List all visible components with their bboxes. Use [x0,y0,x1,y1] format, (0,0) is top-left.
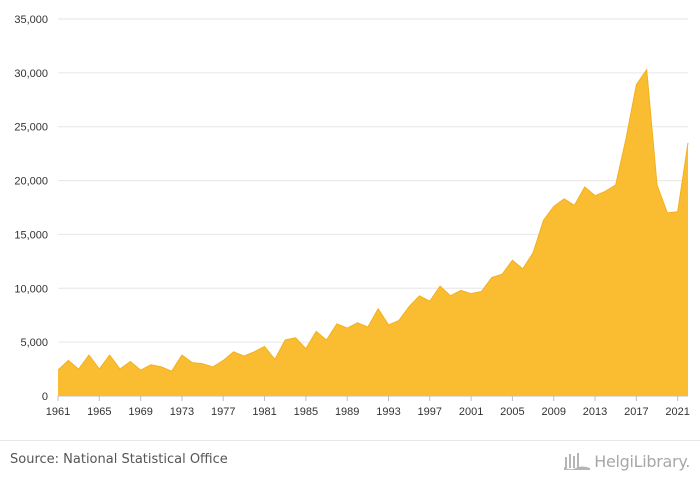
y-axis: 0 5,000 10,000 15,000 20,000 25,000 30,000 35,0… [14,14,48,403]
x-tick-label: 1997 [418,406,442,418]
x-tick-label: 1989 [335,406,359,418]
x-axis: 1961 1965 1969 1973 1977 1981 1985 1989 1993 1997… [46,395,690,418]
y-tick-label: 5,000 [20,337,48,349]
plot-area [57,68,689,396]
x-tick-label: 1985 [294,406,318,418]
y-tick-label: 15,000 [14,229,48,241]
source-text: Source: National Statistical Office [10,452,228,467]
y-tick-label: 10,000 [14,283,48,295]
x-tick-label: 1973 [170,406,194,418]
chart-footer: Source: National Statistical Office Helg… [0,440,700,484]
helgilibrary-logo: HelgiLibrary. [564,449,690,473]
library-icon [564,453,591,470]
x-tick-label: 2013 [583,406,607,418]
y-tick-label: 20,000 [14,176,48,188]
x-tick-label: 1961 [46,406,70,418]
x-tick-label: 1981 [252,406,276,418]
x-tick-label: 1977 [211,406,235,418]
series-line [57,68,689,372]
x-tick-label: 2017 [624,406,648,418]
x-tick-label: 1993 [376,406,400,418]
x-tick-label: 2001 [459,406,483,418]
area-chart: 0 5,000 10,000 15,000 20,000 25,000 30,000 35,0… [14,14,690,418]
x-tick-label: 2021 [665,406,689,418]
grid-lines [58,18,688,343]
x-tick-label: 2009 [541,406,565,418]
logo-text: HelgiLibrary. [594,451,690,471]
y-tick-label: 0 [42,391,48,403]
y-tick-label: 35,000 [14,14,48,26]
x-tick-label: 1969 [128,406,152,418]
y-tick-label: 30,000 [14,68,48,80]
area-series [58,69,688,396]
x-tick-label: 1965 [87,406,111,418]
y-tick-label: 25,000 [14,122,48,134]
x-tick-label: 2005 [500,406,524,418]
